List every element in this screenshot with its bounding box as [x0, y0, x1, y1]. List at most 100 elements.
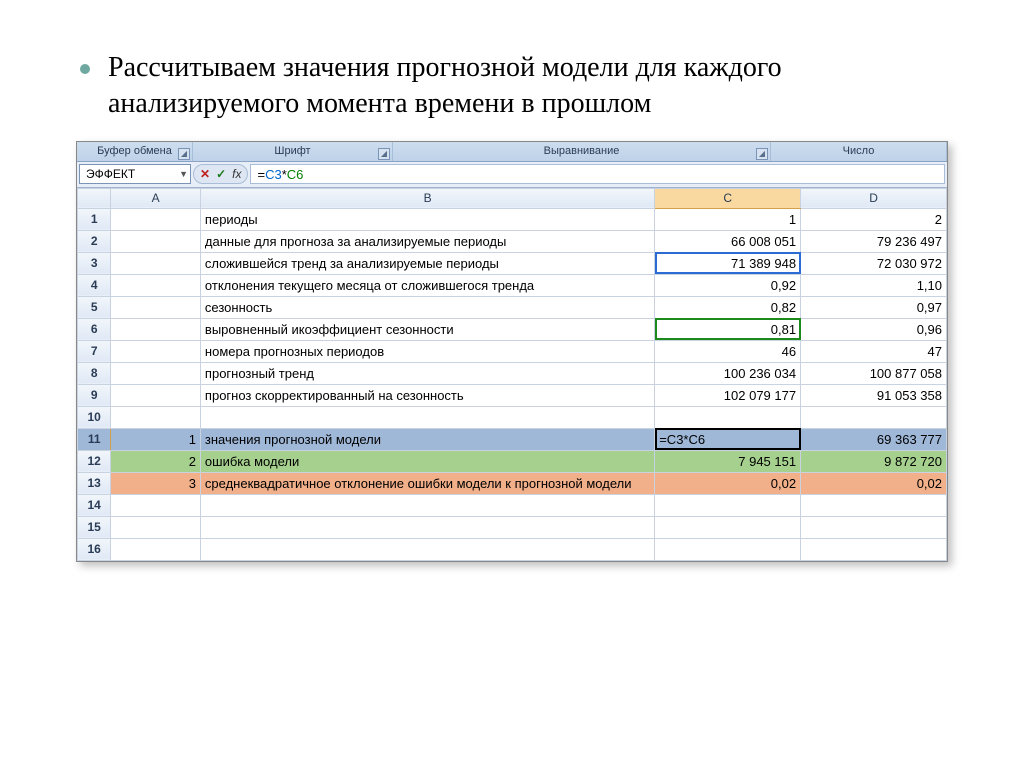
cell[interactable] — [111, 208, 201, 230]
cell[interactable]: 1 — [111, 428, 201, 450]
row-header[interactable]: 10 — [78, 406, 111, 428]
dialog-launcher-icon[interactable]: ◢ — [378, 148, 390, 160]
cell[interactable] — [801, 494, 947, 516]
col-header-B[interactable]: B — [200, 188, 654, 208]
formula-ref2: C6 — [287, 167, 304, 182]
cell[interactable] — [200, 494, 654, 516]
cell[interactable]: 1,10 — [801, 274, 947, 296]
cell[interactable] — [111, 362, 201, 384]
cell[interactable] — [111, 538, 201, 560]
ribbon-group-labels: Буфер обмена ◢ Шрифт ◢ Выравнивание ◢ Чи… — [77, 142, 947, 162]
cell[interactable] — [111, 252, 201, 274]
col-header-A[interactable]: A — [111, 188, 201, 208]
cell[interactable] — [655, 516, 801, 538]
cell[interactable] — [801, 406, 947, 428]
cell[interactable] — [801, 538, 947, 560]
cell[interactable] — [111, 406, 201, 428]
row-header[interactable]: 2 — [78, 230, 111, 252]
fx-icon[interactable]: fx — [232, 167, 241, 181]
cell[interactable]: =C3*C6 — [655, 428, 801, 450]
cell[interactable] — [200, 406, 654, 428]
cell[interactable]: 0,02 — [655, 472, 801, 494]
row-header[interactable]: 14 — [78, 494, 111, 516]
ribbon-group-number: Число — [843, 145, 875, 157]
row-header[interactable]: 12 — [78, 450, 111, 472]
col-header-D[interactable]: D — [801, 188, 947, 208]
cell[interactable]: сезонность — [200, 296, 654, 318]
row-header[interactable]: 1 — [78, 208, 111, 230]
cell[interactable]: выровненный икоэффициент сезонности — [200, 318, 654, 340]
row-header[interactable]: 15 — [78, 516, 111, 538]
cell[interactable] — [655, 406, 801, 428]
cell[interactable]: сложившейся тренд за анализируемые перио… — [200, 252, 654, 274]
cell[interactable] — [655, 538, 801, 560]
cell[interactable]: периоды — [200, 208, 654, 230]
cell[interactable]: 1 — [655, 208, 801, 230]
cell[interactable]: 91 053 358 — [801, 384, 947, 406]
cancel-icon[interactable]: ✕ — [200, 167, 210, 181]
cell[interactable]: 71 389 948 — [655, 252, 801, 274]
cell[interactable]: 0,82 — [655, 296, 801, 318]
formula-bar-input[interactable]: =C3*C6 — [250, 164, 945, 184]
cell[interactable]: 2 — [111, 450, 201, 472]
cell[interactable]: прогнозный тренд — [200, 362, 654, 384]
row-header[interactable]: 5 — [78, 296, 111, 318]
row-header[interactable]: 3 — [78, 252, 111, 274]
cell[interactable]: номера прогнозных периодов — [200, 340, 654, 362]
cell[interactable] — [801, 516, 947, 538]
cell[interactable]: 0,96 — [801, 318, 947, 340]
cell[interactable]: отклонения текущего месяца от сложившего… — [200, 274, 654, 296]
name-box[interactable]: ЭФФЕКТ ▼ — [79, 164, 191, 184]
row-header[interactable]: 13 — [78, 472, 111, 494]
cell[interactable]: 100 877 058 — [801, 362, 947, 384]
dropdown-icon[interactable]: ▼ — [179, 169, 188, 179]
cell[interactable] — [200, 516, 654, 538]
spreadsheet-grid[interactable]: A B C D 1периоды122данные для прогноза з… — [77, 188, 947, 561]
cell[interactable]: данные для прогноза за анализируемые пер… — [200, 230, 654, 252]
cell[interactable]: 0,81 — [655, 318, 801, 340]
cell[interactable]: значения прогнозной модели — [200, 428, 654, 450]
cell[interactable]: 0,97 — [801, 296, 947, 318]
cell[interactable] — [111, 340, 201, 362]
cell[interactable] — [655, 494, 801, 516]
formula-ref1: C3 — [265, 167, 282, 182]
cell[interactable]: 0,92 — [655, 274, 801, 296]
cell[interactable] — [111, 516, 201, 538]
ribbon-group-alignment: Выравнивание — [544, 145, 620, 157]
dialog-launcher-icon[interactable]: ◢ — [178, 148, 190, 160]
cell[interactable] — [200, 538, 654, 560]
col-header-C[interactable]: C — [655, 188, 801, 208]
cell[interactable]: ошибка модели — [200, 450, 654, 472]
cell[interactable]: 9 872 720 — [801, 450, 947, 472]
row-header[interactable]: 9 — [78, 384, 111, 406]
cell[interactable]: 66 008 051 — [655, 230, 801, 252]
row-header[interactable]: 8 — [78, 362, 111, 384]
row-header[interactable]: 7 — [78, 340, 111, 362]
cell[interactable]: 46 — [655, 340, 801, 362]
select-all-corner[interactable] — [78, 188, 111, 208]
cell[interactable]: 0,02 — [801, 472, 947, 494]
cell[interactable]: 100 236 034 — [655, 362, 801, 384]
cell[interactable]: среднеквадратичное отклонение ошибки мод… — [200, 472, 654, 494]
cell[interactable]: 47 — [801, 340, 947, 362]
cell[interactable]: 102 079 177 — [655, 384, 801, 406]
cell[interactable] — [111, 230, 201, 252]
row-header[interactable]: 4 — [78, 274, 111, 296]
cell[interactable] — [111, 384, 201, 406]
cell[interactable] — [111, 274, 201, 296]
cell[interactable]: 69 363 777 — [801, 428, 947, 450]
cell[interactable]: прогноз скорректированный на сезонность — [200, 384, 654, 406]
cell[interactable]: 79 236 497 — [801, 230, 947, 252]
row-header[interactable]: 16 — [78, 538, 111, 560]
cell[interactable]: 2 — [801, 208, 947, 230]
row-header[interactable]: 11 — [78, 428, 111, 450]
cell[interactable] — [111, 296, 201, 318]
cell[interactable] — [111, 494, 201, 516]
cell[interactable]: 72 030 972 — [801, 252, 947, 274]
cell[interactable] — [111, 318, 201, 340]
enter-icon[interactable]: ✓ — [216, 167, 226, 181]
row-header[interactable]: 6 — [78, 318, 111, 340]
cell[interactable]: 3 — [111, 472, 201, 494]
cell[interactable]: 7 945 151 — [655, 450, 801, 472]
dialog-launcher-icon[interactable]: ◢ — [756, 148, 768, 160]
